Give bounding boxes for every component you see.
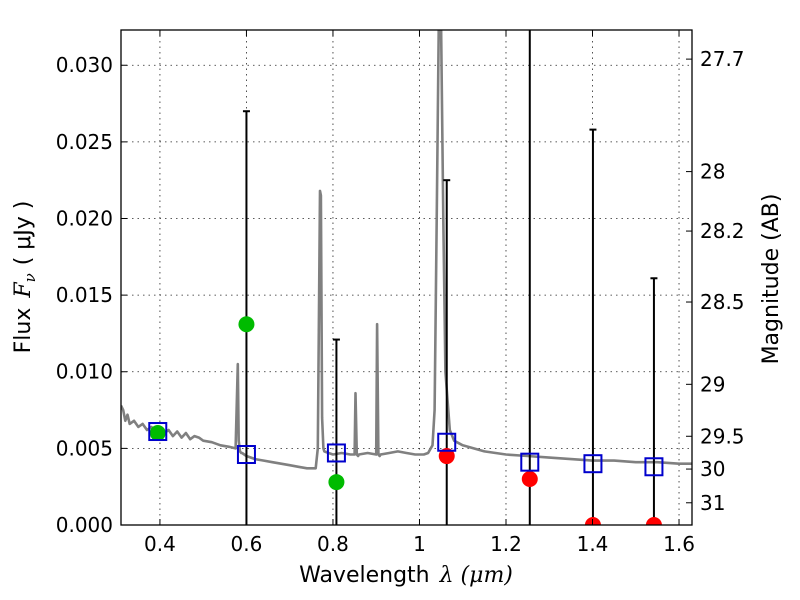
x-tick-label: 1.4	[577, 532, 609, 556]
y-tick-label: 0.005	[56, 436, 113, 460]
model-photometry-point	[236, 445, 256, 465]
y-tick-label: 0.030	[56, 53, 113, 77]
sed-model-line	[121, 30, 692, 470]
axis-ticks: 0.4 0.6 0.8 1 1.2 1.4 1.6 0.000 0.005 0.010 0.015 0…	[56, 30, 745, 556]
right-tick-label: 28.5	[700, 290, 745, 314]
x-tick-label: 1	[413, 532, 426, 556]
observed-flux-point	[149, 425, 166, 442]
model-photometry-point	[148, 422, 168, 442]
y-tick-label: 0.000	[56, 513, 113, 537]
model-photometry-point	[644, 457, 664, 477]
right-tick-label: 28.2	[700, 219, 745, 243]
model-photometry-point	[520, 452, 540, 472]
x-tick-label: 0.8	[317, 532, 349, 556]
plot-frame	[120, 29, 693, 526]
grid-lines	[121, 30, 692, 525]
observed-flux-point	[328, 474, 345, 491]
right-tick-label: 29.5	[700, 424, 745, 448]
observed-flux-point	[521, 471, 538, 488]
observed-flux-point	[238, 316, 255, 333]
y-tick-label: 0.025	[56, 130, 113, 154]
x-axis-label: Wavelength λ (μm)	[299, 563, 513, 588]
right-tick-label: 30	[700, 457, 725, 481]
right-tick-label: 29	[700, 372, 725, 396]
y-tick-label: 0.015	[56, 283, 113, 307]
right-tick-label: 28	[700, 160, 725, 184]
x-tick-label: 1.6	[663, 532, 695, 556]
model-photometry-point	[583, 454, 603, 474]
plot-area	[121, 30, 692, 525]
right-tick-label: 31	[700, 491, 725, 515]
x-tick-label: 0.4	[144, 532, 176, 556]
observed-flux-point	[645, 517, 662, 525]
x-tick-label: 0.6	[231, 532, 263, 556]
right-tick-label: 27.7	[700, 47, 745, 71]
y-tick-label: 0.010	[56, 360, 113, 384]
observed-flux-point	[438, 448, 455, 465]
right-axis-label: Magnitude (AB)	[759, 194, 784, 365]
model-photometry-point	[437, 432, 457, 452]
y-axis-label: FluxFν( μJy )	[11, 201, 39, 354]
model-photometry-point	[326, 443, 346, 463]
y-tick-label: 0.020	[56, 206, 113, 230]
x-tick-label: 1.2	[490, 532, 522, 556]
